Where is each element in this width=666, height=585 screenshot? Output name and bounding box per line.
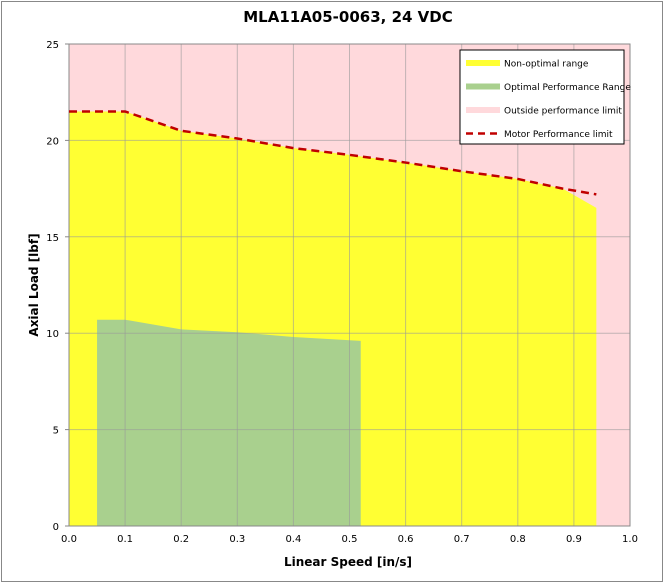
- y-axis-label: Axial Load [lbf]: [27, 233, 41, 336]
- x-axis-label: Linear Speed [in/s]: [284, 555, 412, 569]
- motor-performance-limit-line: [69, 110, 597, 196]
- y-tick-label: 0: [53, 522, 59, 533]
- legend-swatch: [466, 83, 500, 90]
- x-tick-label: 0.3: [229, 534, 245, 545]
- x-tick-label: 0.9: [566, 534, 582, 545]
- plot-border: [68, 43, 631, 527]
- legend-label: Optimal Performance Range: [504, 83, 631, 93]
- legend-swatch: [466, 60, 500, 66]
- y-tick-label: 20: [46, 136, 59, 147]
- x-tick-label: 0.8: [510, 534, 526, 545]
- x-tick-label: 0.6: [398, 534, 414, 545]
- legend-label: Motor Performance limit: [504, 130, 613, 140]
- x-tick-label: 1.0: [622, 534, 638, 545]
- optimal-area: [97, 319, 361, 526]
- y-tick-label: 10: [46, 329, 59, 340]
- x-tick-label: 0.1: [117, 534, 133, 545]
- y-tick-label: 5: [53, 426, 59, 437]
- y-tick-label: 15: [46, 233, 59, 244]
- x-tick-label: 0.5: [342, 534, 358, 545]
- x-tick-label: 0.0: [61, 534, 77, 545]
- x-tick-label: 0.7: [454, 534, 470, 545]
- legend-label: Non-optimal range: [504, 60, 589, 70]
- legend-label: Outside performance limit: [504, 107, 622, 117]
- chart-title: MLA11A05-0063, 24 VDC: [243, 8, 453, 26]
- x-tick-label: 0.4: [285, 534, 301, 545]
- x-tick-label: 0.2: [173, 534, 189, 545]
- legend-swatch: [466, 107, 500, 113]
- y-tick-label: 25: [46, 40, 59, 51]
